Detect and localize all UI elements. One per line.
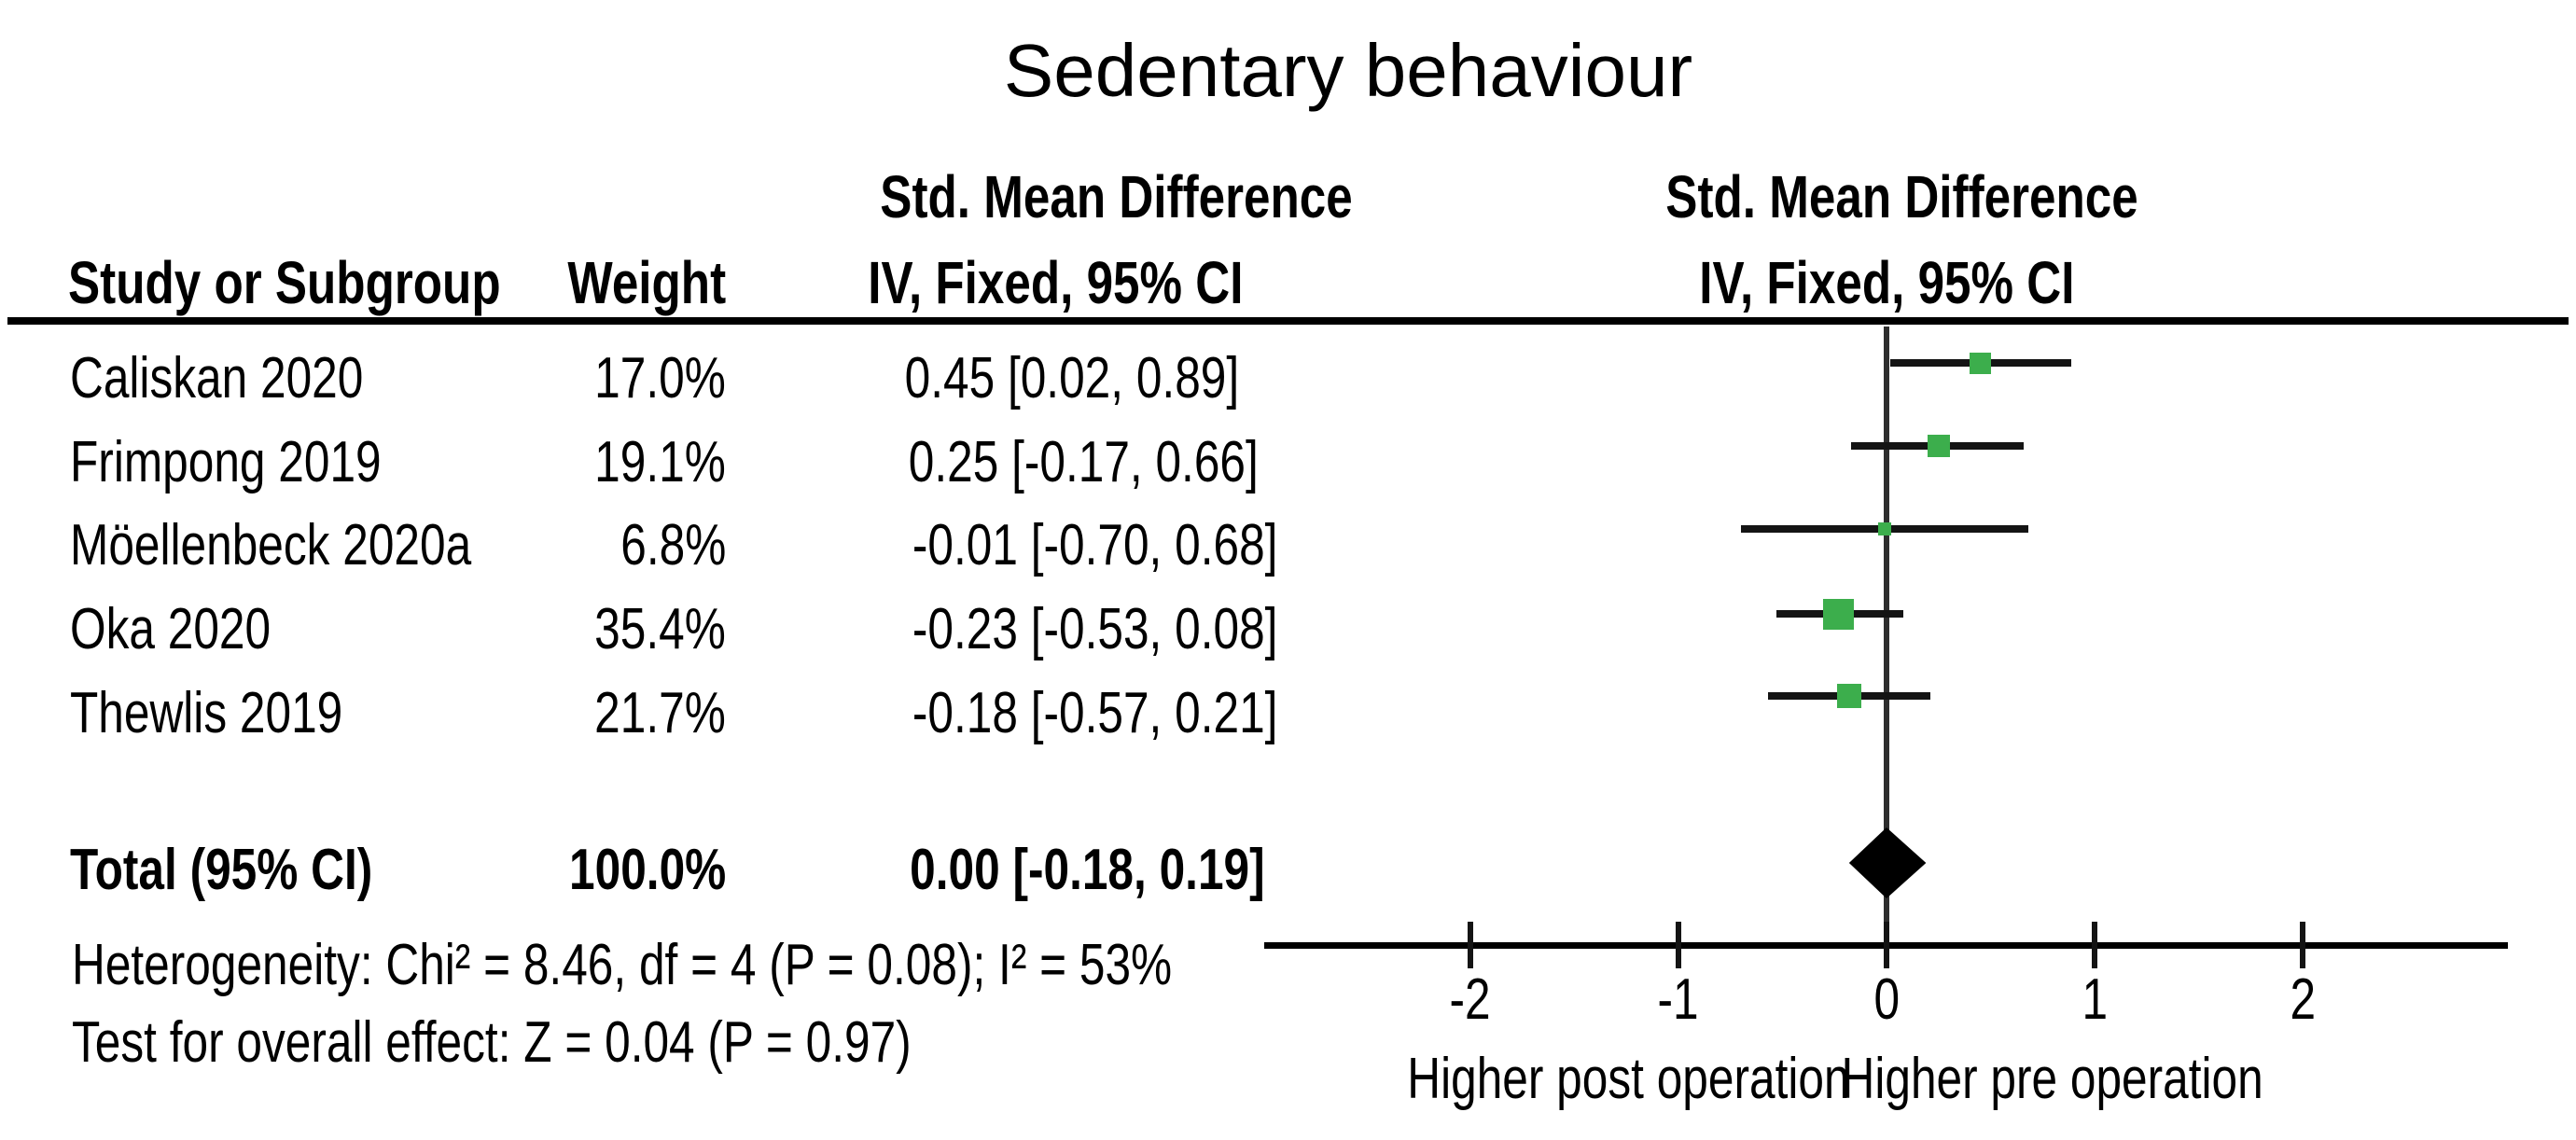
study-name: Oka 2020 (70, 597, 272, 661)
heterogeneity-text: Heterogeneity: Chi² = 8.46, df = 4 (P = … (72, 933, 1173, 997)
header-rule (7, 317, 2569, 325)
study-column-header: Study or Subgroup (68, 249, 501, 316)
zero-reference-line (1884, 327, 1889, 945)
x-axis-tick-label: 2 (2290, 967, 2316, 1032)
study-estimate: 0.45 [0.02, 0.89] (904, 346, 1240, 410)
study-name: Möellenbeck 2020a (70, 513, 472, 577)
figure-title-text: Sedentary behaviour (1003, 29, 1693, 112)
x-axis-tick-label: 1 (2082, 967, 2108, 1032)
study-weight: 35.4% (594, 597, 726, 661)
x-axis-tick-label: -1 (1657, 967, 1700, 1032)
study-weight: 6.8% (620, 513, 726, 577)
point-estimate-square (1928, 435, 1950, 457)
x-axis-tick-label: 0 (1873, 967, 1900, 1032)
study-estimate: 0.25 [-0.17, 0.66] (908, 430, 1259, 494)
axis-label-right: Higher pre operation (1841, 1047, 2264, 1111)
study-name: Frimpong 2019 (70, 430, 382, 494)
weight-column-header: Weight (567, 249, 726, 316)
study-estimate: -0.01 [-0.70, 0.68] (912, 513, 1278, 577)
x-axis-tick-mark (1468, 922, 1473, 968)
axis-label-left: Higher post operation (1406, 1047, 1850, 1111)
study-weight: 21.7% (594, 681, 726, 745)
study-estimate: -0.18 [-0.57, 0.21] (912, 681, 1278, 745)
point-estimate-square (1837, 684, 1861, 708)
study-name: Thewlis 2019 (70, 681, 343, 745)
plot-column-header-line2: IV, Fixed, 95% CI (1698, 249, 2075, 316)
study-name: Caliskan 2020 (70, 346, 364, 410)
figure-title: Sedentary behaviour (975, 34, 1721, 108)
stat-column-header-line2: IV, Fixed, 95% CI (868, 249, 1244, 316)
x-axis-tick-mark (2300, 922, 2305, 968)
x-axis-tick-mark (1676, 922, 1681, 968)
total-row-weight: 100.0% (568, 838, 726, 902)
total-row-estimate: 0.00 [-0.18, 0.19] (910, 838, 1265, 902)
overall-effect-text: Test for overall effect: Z = 0.04 (P = 0… (72, 1010, 912, 1075)
study-weight: 19.1% (594, 430, 726, 494)
study-estimate: -0.23 [-0.53, 0.08] (912, 597, 1278, 661)
stat-column-header-line1: Std. Mean Difference (880, 163, 1353, 230)
plot-column-header-line1: Std. Mean Difference (1665, 163, 2138, 230)
point-estimate-square (1970, 353, 1991, 374)
total-row-label: Total (95% CI) (70, 838, 373, 902)
point-estimate-square (1878, 522, 1891, 535)
x-axis-tick-mark (1884, 922, 1889, 968)
x-axis-tick-label: -2 (1449, 967, 1492, 1032)
x-axis-tick-mark (2092, 922, 2097, 968)
point-estimate-square (1823, 599, 1854, 630)
study-weight: 17.0% (594, 346, 726, 410)
